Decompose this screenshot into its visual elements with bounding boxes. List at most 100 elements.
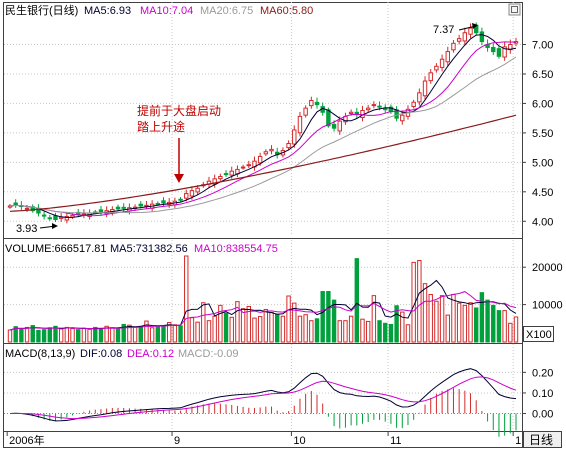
volume-bar: [388, 323, 394, 343]
candle-body: [115, 206, 121, 210]
candle-body: [240, 166, 246, 169]
period-button-label: 日线: [529, 433, 553, 447]
volume-bar: [383, 322, 388, 343]
candle-body: [309, 99, 314, 107]
price-tick-label: 6.50: [532, 69, 553, 81]
candle-body: [337, 120, 342, 132]
dif-line: [9, 368, 517, 422]
volume-bar: [326, 291, 331, 343]
volume-bar: [292, 302, 297, 343]
volume-bar: [320, 291, 325, 343]
volume-bar: [218, 304, 223, 343]
candle-body: [41, 214, 47, 217]
volume-bar: [508, 322, 513, 343]
volume-bar: [149, 327, 155, 343]
volume-bar: [422, 283, 428, 343]
x-axis-label: 2006年: [9, 433, 44, 447]
price-tick-label: 5.00: [532, 157, 553, 169]
ma10-label: MA10:7.04: [140, 5, 193, 17]
candle-body: [303, 107, 308, 116]
volume-bar: [206, 320, 212, 343]
candle-body: [400, 114, 405, 122]
ma5-line: [9, 34, 517, 219]
candle-body: [331, 123, 337, 129]
candle-body: [326, 109, 331, 127]
dea-label: DEA:0.12: [127, 348, 174, 360]
ma20-line: [9, 56, 517, 214]
restore-icon: [511, 6, 518, 13]
candle-body: [479, 31, 485, 43]
candle-body: [445, 51, 450, 63]
x-axis-label: 1: [515, 435, 521, 447]
volume-bar: [496, 310, 502, 343]
volume-bar: [439, 295, 445, 343]
candle-body: [212, 178, 217, 185]
volume-bar: [257, 316, 263, 343]
volume-bar: [127, 324, 132, 343]
candle-body: [496, 48, 502, 57]
volume-bar: [360, 318, 365, 343]
volume-bar: [47, 327, 53, 343]
x-axis-label: 9: [174, 435, 180, 447]
candle-body: [98, 209, 104, 213]
volume-bar: [456, 302, 462, 343]
volume-bar: [354, 258, 360, 343]
x-axis-label: 11: [390, 435, 401, 447]
axis-strip-frame: [3, 431, 523, 448]
price-tick-label: 5.50: [532, 128, 553, 140]
candle-body: [377, 105, 382, 108]
volume-bar: [184, 255, 189, 343]
volume-bar: [309, 320, 314, 343]
volume-bar: [337, 320, 342, 343]
volume-bar: [451, 294, 456, 343]
volume-bar: [104, 325, 109, 343]
volume-bar: [115, 328, 121, 343]
candle-body: [417, 92, 422, 103]
candle-body: [428, 72, 433, 82]
volume-bar: [223, 312, 229, 343]
volume-bar: [144, 320, 149, 343]
volume-ma5-label: MA5:731382.56: [110, 243, 188, 255]
volume-bar: [93, 326, 98, 343]
candle-body: [161, 200, 166, 204]
price-tick-label: 4.50: [532, 187, 553, 199]
candle-body: [451, 42, 456, 51]
ma20-label: MA20:6.75: [200, 5, 253, 17]
volume-bar: [394, 305, 399, 343]
candle-body: [64, 216, 70, 221]
period-button[interactable]: [523, 431, 562, 448]
volume-bar: [161, 325, 166, 343]
volume-bar: [434, 300, 439, 343]
volume-bar: [445, 314, 450, 343]
volume-bar: [212, 315, 217, 343]
candle-body: [314, 101, 320, 106]
low-price-label: 3.93: [16, 223, 37, 235]
volume-bar: [513, 316, 519, 343]
volume-bar: [64, 326, 70, 343]
volume-tick-label: 20000: [532, 262, 563, 274]
volume-ma10-line: [9, 291, 517, 331]
volume-bar: [76, 329, 81, 343]
candle-body: [297, 115, 303, 134]
candle-body: [138, 203, 143, 207]
annotation-line-2: 踏上升途: [137, 119, 185, 134]
candle-body: [53, 215, 58, 221]
volume-bar: [252, 317, 257, 343]
candle-body: [371, 104, 377, 107]
restore-button[interactable]: [508, 3, 521, 16]
volume-bar: [229, 316, 234, 343]
volume-bar: [343, 320, 348, 343]
volume-tick-label: 10000: [532, 300, 563, 312]
high-arrow-head: [472, 23, 478, 29]
volume-bar: [195, 321, 200, 343]
price-title: 民生银行(日线): [5, 3, 78, 17]
volume-bar: [269, 311, 274, 343]
volume-bar: [405, 324, 411, 343]
price-tick-label: 7.00: [532, 40, 553, 52]
volume-bar: [121, 323, 126, 343]
ma5-label: MA5:6.93: [84, 5, 131, 17]
price-panel-frame: [3, 2, 523, 239]
macd-title: MACD(8,13,9): [5, 348, 75, 360]
x-axis-label: 10: [293, 435, 305, 447]
